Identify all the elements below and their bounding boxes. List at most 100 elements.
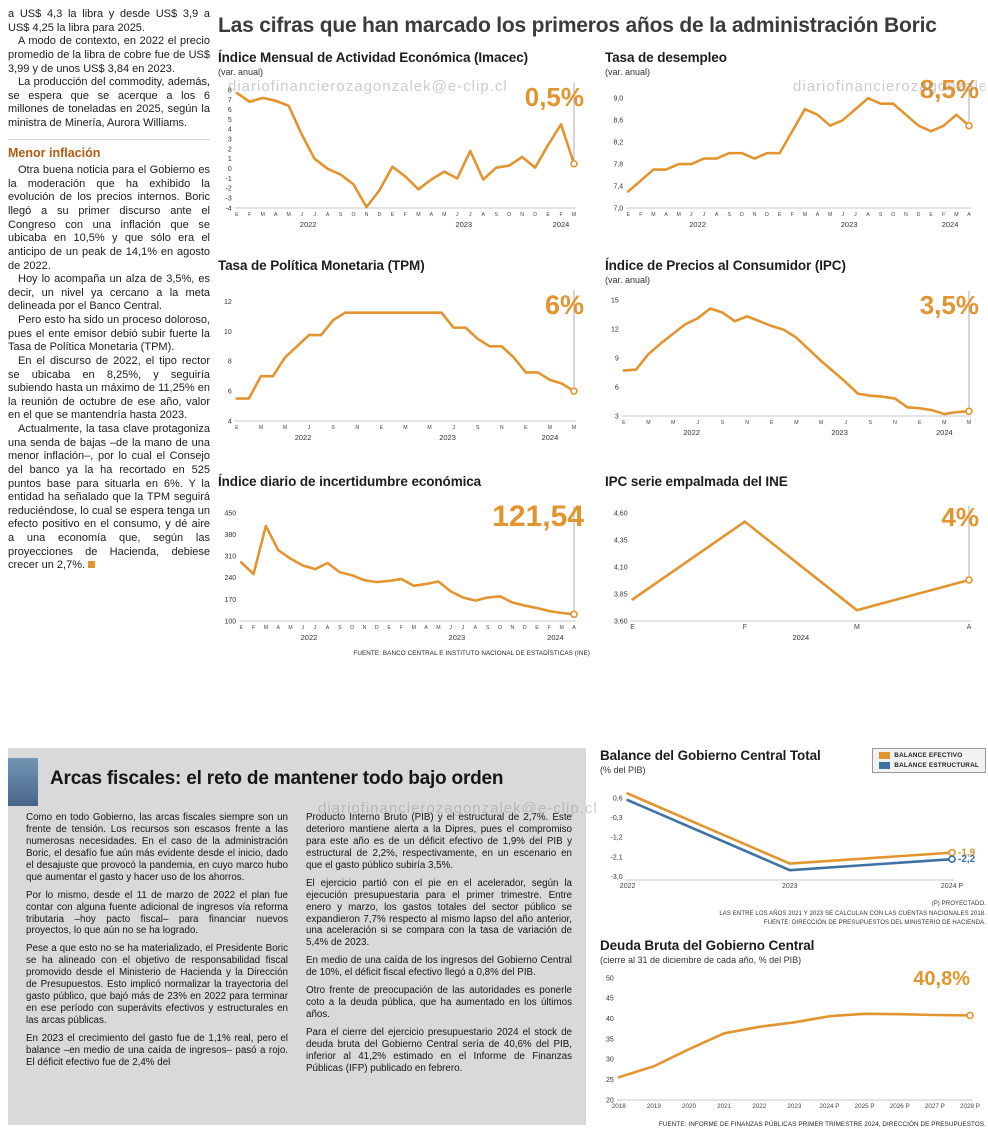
svg-text:N: N — [510, 625, 514, 631]
svg-text:F: F — [404, 212, 407, 218]
svg-text:M: M — [416, 212, 420, 218]
svg-text:310: 310 — [225, 554, 237, 561]
svg-text:M: M — [954, 212, 958, 218]
svg-text:2024: 2024 — [792, 633, 809, 642]
svg-text:M: M — [828, 212, 832, 218]
svg-text:1: 1 — [228, 156, 232, 163]
balance-notes: (P) PROYECTADO. LAS ENTRE LOS AÑOS 2021 … — [600, 900, 986, 929]
svg-text:A: A — [326, 625, 330, 631]
svg-text:M: M — [572, 212, 576, 218]
svg-text:35: 35 — [606, 1036, 614, 1043]
svg-text:450: 450 — [225, 510, 237, 517]
svg-text:E: E — [235, 425, 239, 431]
end-of-article-marker — [88, 561, 96, 569]
svg-text:8: 8 — [228, 87, 232, 94]
chart-balance: Balance del Gobierno Central Total (% de… — [600, 748, 986, 929]
legend-swatch-blue — [879, 762, 891, 769]
svg-text:M: M — [548, 425, 552, 431]
svg-text:E: E — [626, 212, 630, 218]
fiscal-headline: Arcas fiscales: el reto de mantener todo… — [50, 768, 504, 789]
svg-text:2028 P: 2028 P — [960, 1103, 980, 1110]
svg-text:E: E — [630, 624, 635, 631]
svg-text:-3: -3 — [226, 196, 232, 203]
svg-text:8,2: 8,2 — [613, 140, 623, 147]
svg-text:S: S — [869, 420, 873, 426]
svg-text:M: M — [651, 212, 655, 218]
svg-text:2019: 2019 — [647, 1103, 662, 1110]
svg-text:-2,1: -2,1 — [611, 854, 623, 861]
svg-text:2027 P: 2027 P — [925, 1103, 945, 1110]
svg-text:-1,2: -1,2 — [611, 835, 623, 842]
fiscal-column-1: Como en todo Gobierno, las arcas fiscale… — [26, 812, 288, 1075]
svg-text:N: N — [363, 625, 367, 631]
svg-text:F: F — [400, 625, 403, 631]
chart-title: Deuda Bruta del Gobierno Central — [600, 938, 815, 953]
chart-ipc-empalmada: IPC serie empalmada del INE 4% 4,60 4,35 4… — [605, 474, 985, 647]
svg-text:A: A — [430, 212, 434, 218]
fiscal-paragraph: Producto Interno Bruto (PIB) y el estruc… — [306, 812, 572, 871]
svg-text:2023: 2023 — [449, 633, 466, 642]
svg-text:-4: -4 — [226, 205, 232, 212]
svg-text:E: E — [918, 420, 922, 426]
source-note: FUENTE: BANCO CENTRAL E INSTITUTO NACION… — [353, 650, 590, 657]
svg-text:M: M — [403, 425, 407, 431]
svg-text:-1,9: -1,9 — [958, 848, 976, 859]
svg-text:O: O — [507, 212, 511, 218]
svg-text:4,35: 4,35 — [614, 537, 628, 544]
svg-text:-2,2: -2,2 — [958, 854, 976, 865]
legend-swatch-orange — [879, 752, 891, 759]
svg-text:M: M — [261, 212, 265, 218]
svg-text:D: D — [533, 212, 537, 218]
svg-text:25: 25 — [606, 1077, 614, 1084]
svg-text:30: 30 — [606, 1057, 614, 1064]
svg-text:A: A — [424, 625, 428, 631]
balance-title-block: Balance del Gobierno Central Total (% de… — [600, 748, 821, 775]
chart-value-label: 4% — [941, 502, 979, 532]
svg-text:E: E — [391, 212, 395, 218]
chart-title: Índice diario de incertidumbre económica — [218, 474, 482, 489]
svg-text:M: M — [412, 625, 416, 631]
svg-text:O: O — [740, 212, 744, 218]
article-paragraph: En el discurso de 2022, el tipo rector s… — [8, 354, 210, 422]
article-column: a US$ 4,3 la libra y desde US$ 3,9 a US$… — [8, 8, 210, 573]
note-line: LAS ENTRE LOS AÑOS 2021 Y 2023 SE CALCUL… — [719, 910, 986, 917]
svg-text:A: A — [967, 212, 971, 218]
chart-incertidumbre: Índice diario de incertidumbre económica… — [218, 474, 590, 657]
svg-text:O: O — [498, 625, 502, 631]
svg-text:2024: 2024 — [542, 433, 559, 442]
svg-text:M: M — [854, 624, 860, 631]
chart-deuda: Deuda Bruta del Gobierno Central (cierre… — [600, 938, 986, 1128]
svg-text:M: M — [264, 625, 268, 631]
svg-text:9,0: 9,0 — [613, 96, 623, 103]
svg-text:2025 P: 2025 P — [855, 1103, 875, 1110]
svg-text:O: O — [350, 625, 354, 631]
svg-text:S: S — [494, 212, 498, 218]
article-paragraph-text: Actualmente, la tasa clave protagoniza u… — [8, 423, 210, 572]
svg-text:S: S — [339, 212, 343, 218]
svg-text:2022: 2022 — [301, 633, 318, 642]
svg-text:S: S — [338, 625, 342, 631]
svg-text:J: J — [854, 212, 857, 218]
chart-ipc: Índice de Precios al Consumidor (IPC) (v… — [605, 258, 985, 442]
legend-label: BALANCE EFECTIVO — [894, 752, 963, 759]
svg-text:2023: 2023 — [841, 220, 858, 229]
svg-text:4,10: 4,10 — [614, 564, 628, 571]
svg-text:2026 P: 2026 P — [890, 1103, 910, 1110]
svg-text:S: S — [331, 425, 335, 431]
svg-text:2024: 2024 — [547, 633, 564, 642]
svg-text:M: M — [442, 212, 446, 218]
svg-text:2024: 2024 — [942, 220, 959, 229]
svg-text:N: N — [745, 420, 749, 426]
chart-imacec: Índice Mensual de Actividad Económica (I… — [218, 50, 590, 234]
svg-text:2023: 2023 — [831, 428, 848, 437]
svg-text:F: F — [252, 625, 255, 631]
chart-desempleo: Tasa de desempleo (var. anual) 8,5% 9,0 8… — [605, 50, 985, 234]
desempleo-chart-canvas: 9,08,68,27,87,47,0E F M A M J J A S O N D E F M A M J J A S O… — [613, 83, 973, 229]
svg-text:N: N — [753, 212, 757, 218]
svg-text:-2: -2 — [226, 186, 232, 193]
svg-text:F: F — [559, 212, 562, 218]
svg-text:S: S — [879, 212, 883, 218]
